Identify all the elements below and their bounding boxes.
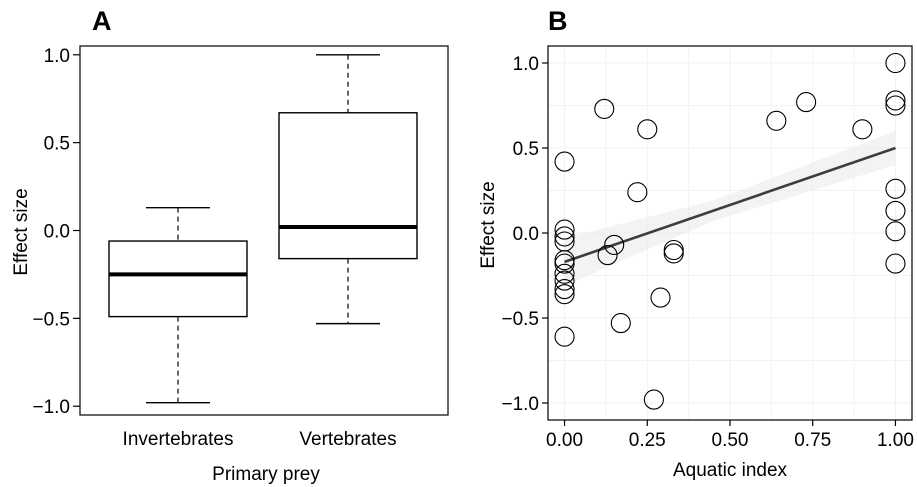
panel-b-scatter: B 1.0 0.5 0.0 −0.5 −1.0 0.00 0.25 0.50 0.75 1.00…	[478, 6, 914, 481]
data-point	[663, 239, 684, 261]
data-point	[885, 221, 906, 242]
panel-a-boxes	[108, 54, 418, 404]
y-tick-label: −0.5	[501, 309, 539, 330]
data-point	[597, 245, 618, 266]
x-tick-label: 0.25	[629, 430, 666, 451]
data-point	[554, 250, 575, 271]
y-tick-label: 1.0	[44, 46, 70, 67]
y-tick-label: 0.5	[513, 139, 539, 160]
panel-b-y-axis-title: Effect size	[478, 181, 499, 268]
panel-a-boxplot: A 1.0 0.5 0.0 −0.5 −1.0 Invertebrates Vertebr…	[11, 6, 449, 485]
y-tick-label: 0.5	[44, 134, 70, 155]
panel-b-letter: B	[548, 6, 568, 36]
panel-b-y-axis: 1.0 0.5 0.0 −0.5 −1.0	[501, 54, 548, 415]
data-point	[604, 234, 625, 255]
panel-b-confidence-band	[564, 131, 896, 286]
panel-a-x-axis-title: Primary prey	[212, 464, 320, 485]
panel-b-trend-line	[564, 146, 896, 264]
panel-b-x-axis-title: Aquatic index	[673, 460, 788, 481]
data-point	[885, 178, 906, 199]
panel-a-letter: A	[92, 6, 112, 36]
data-point	[643, 389, 664, 410]
data-point	[594, 98, 615, 119]
data-point	[554, 263, 575, 284]
y-tick-label: 0.0	[513, 224, 539, 245]
y-tick-label: −0.5	[32, 309, 70, 330]
data-point	[554, 253, 575, 274]
data-point	[885, 95, 906, 116]
data-point	[885, 200, 906, 221]
data-point	[554, 270, 575, 291]
data-point	[885, 90, 906, 111]
x-tick-label: 0.50	[712, 430, 749, 451]
data-point	[852, 119, 873, 140]
data-point	[663, 243, 684, 264]
y-tick-label: 0.0	[44, 222, 70, 243]
data-point	[650, 287, 671, 308]
y-tick-label: −1.0	[501, 394, 539, 415]
panel-b-x-axis: 0.00 0.25 0.50 0.75 1.00	[546, 420, 914, 451]
x-tick-label: 0.00	[546, 430, 583, 451]
data-point	[885, 52, 906, 74]
x-tick-label: 0.75	[794, 430, 831, 451]
data-point	[554, 226, 575, 247]
x-category-label: Vertebrates	[299, 429, 396, 450]
box-vertebrates	[278, 54, 418, 325]
panel-a-y-axis: 1.0 0.5 0.0 −0.5 −1.0	[32, 46, 80, 418]
data-point	[554, 151, 575, 172]
data-point	[796, 92, 817, 113]
y-tick-label: 1.0	[513, 54, 539, 75]
iqr-box	[108, 240, 248, 318]
panel-a-y-axis-title: Effect size	[11, 188, 32, 275]
data-point	[766, 110, 787, 131]
x-tick-label: 1.00	[877, 430, 914, 451]
data-point	[637, 119, 658, 140]
box-invertebrates	[108, 206, 248, 404]
data-point	[554, 279, 575, 300]
data-point	[610, 313, 631, 334]
x-category-label: Invertebrates	[123, 429, 234, 450]
data-point	[627, 182, 648, 203]
panel-a-x-axis: Invertebrates Vertebrates	[123, 429, 397, 450]
data-point	[554, 284, 575, 305]
data-point	[885, 253, 906, 274]
iqr-box	[278, 112, 418, 260]
data-point	[554, 219, 575, 240]
data-point	[554, 326, 575, 347]
panel-b-points	[554, 52, 906, 410]
y-tick-label: −1.0	[32, 397, 70, 418]
